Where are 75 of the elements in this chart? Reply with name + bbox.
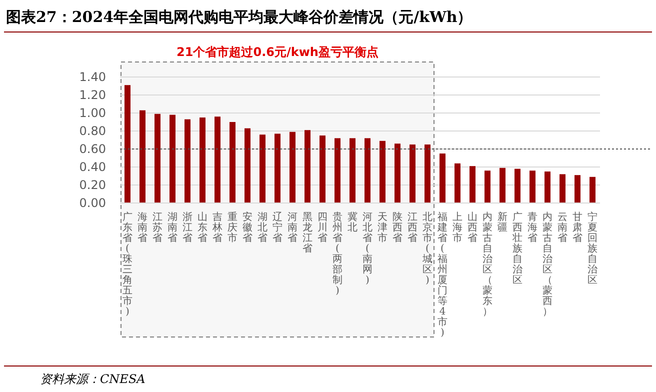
x-tick-label: 天津市 <box>378 212 388 244</box>
bar <box>470 166 476 203</box>
x-tick-label: 山西省 <box>468 211 478 244</box>
y-tick-label: 0.80 <box>79 124 106 138</box>
bar <box>124 85 130 203</box>
x-tick-label: 江苏省 <box>152 211 162 244</box>
bar <box>350 138 356 203</box>
category-label: 福建省(福州厦门等4市) <box>438 212 448 338</box>
bar <box>544 172 550 203</box>
bar <box>334 138 340 203</box>
bar <box>424 144 430 203</box>
bar <box>140 110 146 203</box>
bar <box>560 174 566 203</box>
x-tick-label: 河南省 <box>288 211 298 244</box>
x-tick-label: 安徽省 <box>242 211 252 244</box>
category-label: 内蒙古自治区（蒙东） <box>482 212 492 318</box>
text: 资料来源：CNESA <box>40 372 146 386</box>
category-label: 内蒙古自治区（蒙西） <box>542 212 552 318</box>
bar <box>440 154 446 203</box>
bar <box>364 138 370 203</box>
bar <box>274 134 280 203</box>
bar <box>320 136 326 203</box>
x-tick-label: 宁夏回族自治区 <box>588 211 598 286</box>
bar <box>230 122 236 203</box>
band-label: 21个省市超过0.6元/kwh盈亏平衡点 <box>176 45 378 59</box>
bar <box>154 114 160 203</box>
x-tick-label: 重庆市 <box>228 211 238 244</box>
bar <box>590 176 596 203</box>
x-tick-label: 广西壮族自治区 <box>512 211 522 286</box>
x-tick-label: 江西省 <box>408 211 418 244</box>
bar <box>454 163 460 203</box>
bar <box>170 114 176 203</box>
bar <box>500 168 506 203</box>
bar <box>184 119 190 203</box>
x-tick-label: 贵州省(两部制) <box>332 211 342 296</box>
x-tick-label: 湖北省 <box>258 211 268 244</box>
x-tick-label: 上海市 <box>452 211 462 244</box>
x-tick-label: 吉林省 <box>212 211 222 244</box>
x-tick-label: 新疆 <box>498 211 508 234</box>
bar <box>304 130 310 203</box>
bar <box>514 168 520 203</box>
y-tick-label: 0.40 <box>79 160 106 174</box>
bar <box>410 144 416 203</box>
bar <box>200 118 206 203</box>
bar <box>260 134 266 203</box>
chart-title: 图表27：2024年全国电网代购电平均最大峰谷价差情况（元/kWh） <box>6 8 472 26</box>
x-tick-label: 冀北 <box>348 211 358 234</box>
bar <box>380 140 386 203</box>
x-tick-label: 海南省 <box>138 211 148 244</box>
y-tick-label: 1.40 <box>79 70 106 84</box>
y-tick-label: 0.20 <box>79 178 106 192</box>
bar <box>574 175 580 203</box>
x-tick-label: 辽宁省 <box>272 211 282 244</box>
bar <box>214 116 220 203</box>
x-tick-label: 黑龙江省 <box>302 212 312 254</box>
x-tick-label: 山东省 <box>198 211 208 244</box>
category-label: 广东省(珠三角五市) <box>122 212 132 318</box>
bar <box>484 170 490 203</box>
y-tick-label: 0.00 <box>79 196 106 210</box>
bar <box>394 144 400 203</box>
x-tick-label: 四川省 <box>318 212 328 244</box>
y-tick-label: 1.20 <box>79 88 106 102</box>
x-tick-label: 甘肃省 <box>572 211 582 244</box>
x-tick-label: 湖南省 <box>168 211 178 244</box>
bar <box>244 128 250 203</box>
x-tick-label: 河北省(南网) <box>362 211 372 286</box>
y-tick-label: 1.00 <box>79 106 106 120</box>
bar <box>530 170 536 203</box>
x-tick-label: 云南省 <box>558 212 568 244</box>
y-tick-label: 0.60 <box>79 142 106 156</box>
x-tick-label: 陕西省 <box>392 211 402 244</box>
x-tick-label: 浙江省 <box>182 211 192 244</box>
x-tick-label: 青海省 <box>528 211 538 244</box>
x-tick-label: 北京市(城区) <box>422 211 432 286</box>
bar <box>290 132 296 203</box>
